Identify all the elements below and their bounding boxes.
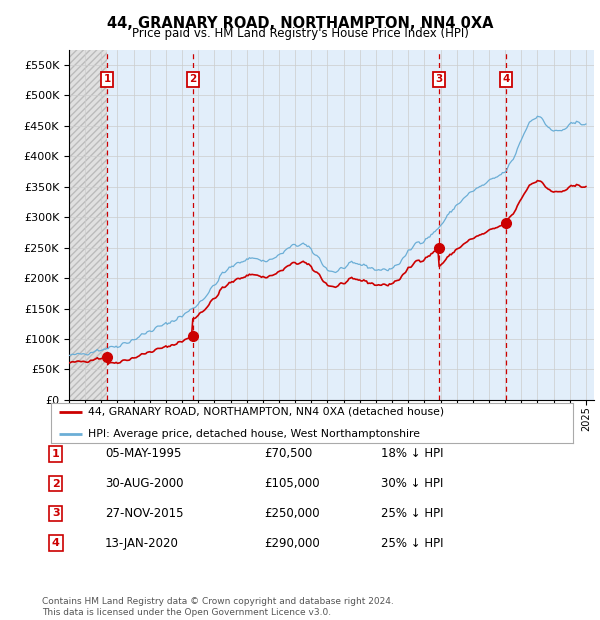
- Text: 25% ↓ HPI: 25% ↓ HPI: [381, 537, 443, 549]
- Text: 3: 3: [435, 74, 443, 84]
- Text: £105,000: £105,000: [264, 477, 320, 490]
- Bar: [193, 50, 439, 400]
- Text: 1: 1: [103, 74, 110, 84]
- Text: 30-AUG-2000: 30-AUG-2000: [105, 477, 184, 490]
- Text: 30% ↓ HPI: 30% ↓ HPI: [381, 477, 443, 490]
- Bar: [506, 50, 594, 400]
- Text: 44, GRANARY ROAD, NORTHAMPTON, NN4 0XA (detached house): 44, GRANARY ROAD, NORTHAMPTON, NN4 0XA (…: [88, 407, 443, 417]
- Text: 13-JAN-2020: 13-JAN-2020: [105, 537, 179, 549]
- Text: 4: 4: [52, 538, 60, 548]
- Text: 2: 2: [189, 74, 196, 84]
- Text: 3: 3: [52, 508, 59, 518]
- Text: 18% ↓ HPI: 18% ↓ HPI: [381, 448, 443, 460]
- Text: 44, GRANARY ROAD, NORTHAMPTON, NN4 0XA: 44, GRANARY ROAD, NORTHAMPTON, NN4 0XA: [107, 16, 493, 30]
- Bar: [69, 50, 107, 400]
- Text: 2: 2: [52, 479, 59, 489]
- Text: HPI: Average price, detached house, West Northamptonshire: HPI: Average price, detached house, West…: [88, 430, 419, 440]
- Text: £250,000: £250,000: [264, 507, 320, 520]
- Text: £290,000: £290,000: [264, 537, 320, 549]
- Text: 27-NOV-2015: 27-NOV-2015: [105, 507, 184, 520]
- Text: 25% ↓ HPI: 25% ↓ HPI: [381, 507, 443, 520]
- Text: £70,500: £70,500: [264, 448, 312, 460]
- Text: Contains HM Land Registry data © Crown copyright and database right 2024.
This d: Contains HM Land Registry data © Crown c…: [42, 598, 394, 617]
- Bar: [107, 50, 193, 400]
- Text: Price paid vs. HM Land Registry's House Price Index (HPI): Price paid vs. HM Land Registry's House …: [131, 27, 469, 40]
- Text: 1: 1: [52, 449, 59, 459]
- Bar: [439, 50, 506, 400]
- Text: 05-MAY-1995: 05-MAY-1995: [105, 448, 181, 460]
- Text: 4: 4: [502, 74, 509, 84]
